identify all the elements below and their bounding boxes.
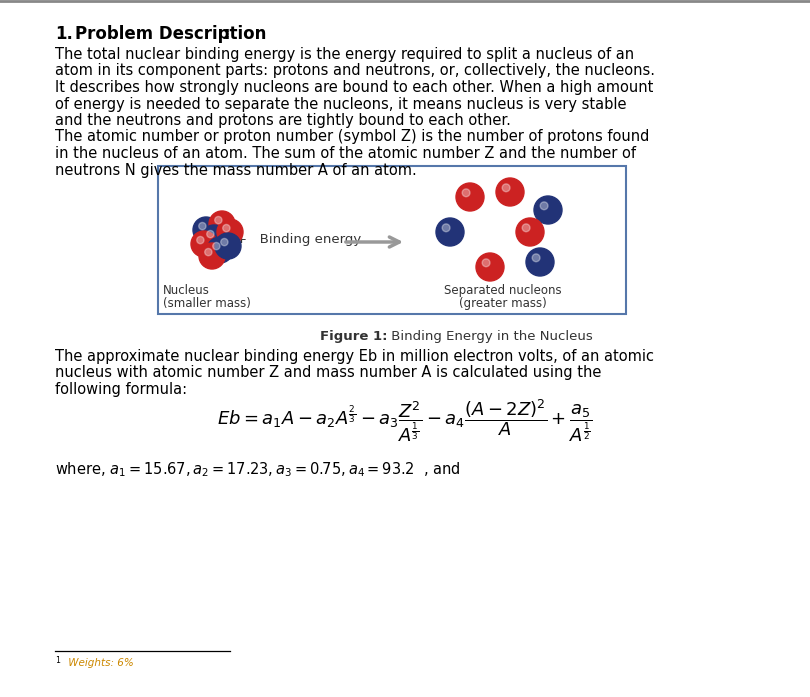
Circle shape [476,253,504,281]
Text: where, $a_1 = 15.67, a_2 = 17.23, a_3 = 0.75, a_4 = 93.2$  , and: where, $a_1 = 15.67, a_2 = 17.23, a_3 = … [55,461,460,480]
Text: $^1$: $^1$ [55,656,62,666]
Text: (smaller mass): (smaller mass) [163,297,251,310]
Text: The total nuclear binding energy is the energy required to split a nucleus of an: The total nuclear binding energy is the … [55,47,634,62]
Circle shape [199,243,225,269]
Circle shape [526,248,554,276]
Circle shape [482,259,490,267]
Circle shape [516,218,544,246]
Circle shape [496,178,524,206]
Text: and the neutrons and protons are tightly bound to each other.: and the neutrons and protons are tightly… [55,113,511,128]
Text: +   Binding energy: + Binding energy [236,233,361,245]
Text: Binding Energy in the Nucleus: Binding Energy in the Nucleus [387,330,593,343]
Text: The approximate nuclear binding energy Eb in million electron volts, of an atomi: The approximate nuclear binding energy E… [55,349,654,364]
Text: The atomic number or proton number (symbol Z) is the number of protons found: The atomic number or proton number (symb… [55,130,650,144]
Text: Weights: 6%: Weights: 6% [65,658,134,668]
Circle shape [207,231,214,238]
Circle shape [198,222,206,230]
Text: Figure 1:: Figure 1: [319,330,387,343]
Circle shape [215,217,222,224]
Text: nucleus with atomic number Z and mass number A is calculated using the: nucleus with atomic number Z and mass nu… [55,365,601,381]
Text: Separated nucleons: Separated nucleons [444,284,562,297]
Circle shape [201,225,227,251]
Circle shape [532,254,540,261]
Circle shape [213,243,220,250]
Bar [158,166,626,314]
Circle shape [442,224,450,231]
Text: Nucleus: Nucleus [163,284,210,297]
Text: (greater mass): (greater mass) [459,297,547,310]
Circle shape [534,196,562,224]
Text: Problem Description: Problem Description [75,25,266,43]
Circle shape [205,248,212,256]
Circle shape [522,224,530,231]
Circle shape [220,238,228,246]
Circle shape [193,217,219,243]
Circle shape [215,233,241,259]
Text: of energy is needed to separate the nucleons, it means nucleus is very stable: of energy is needed to separate the nucl… [55,96,626,112]
Circle shape [540,202,548,210]
Circle shape [223,224,230,231]
FancyArrowPatch shape [346,237,399,247]
Text: in the nucleus of an atom. The sum of the atomic number Z and the number of: in the nucleus of an atom. The sum of th… [55,146,636,161]
Circle shape [197,236,204,244]
Text: It describes how strongly nucleons are bound to each other. When a high amount: It describes how strongly nucleons are b… [55,80,654,95]
Circle shape [436,218,464,246]
Text: following formula:: following formula: [55,382,187,397]
Circle shape [502,184,510,192]
Circle shape [191,231,217,257]
Text: atom in its component parts: protons and neutrons, or, collectively, the nucleon: atom in its component parts: protons and… [55,63,655,79]
Circle shape [209,211,235,237]
Circle shape [207,237,233,263]
Circle shape [456,183,484,211]
Text: :: : [223,25,229,43]
Text: $\mathit{Eb} = a_1A - a_2A^{\frac{2}{3}} - a_3\dfrac{Z^2}{A^{\frac{1}{3}}} - a_4: $\mathit{Eb} = a_1A - a_2A^{\frac{2}{3}}… [217,397,593,444]
Circle shape [463,189,470,197]
Text: 1.: 1. [55,25,73,43]
Text: neutrons N gives the mass number A of an atom.: neutrons N gives the mass number A of an… [55,162,417,178]
Circle shape [217,219,243,245]
